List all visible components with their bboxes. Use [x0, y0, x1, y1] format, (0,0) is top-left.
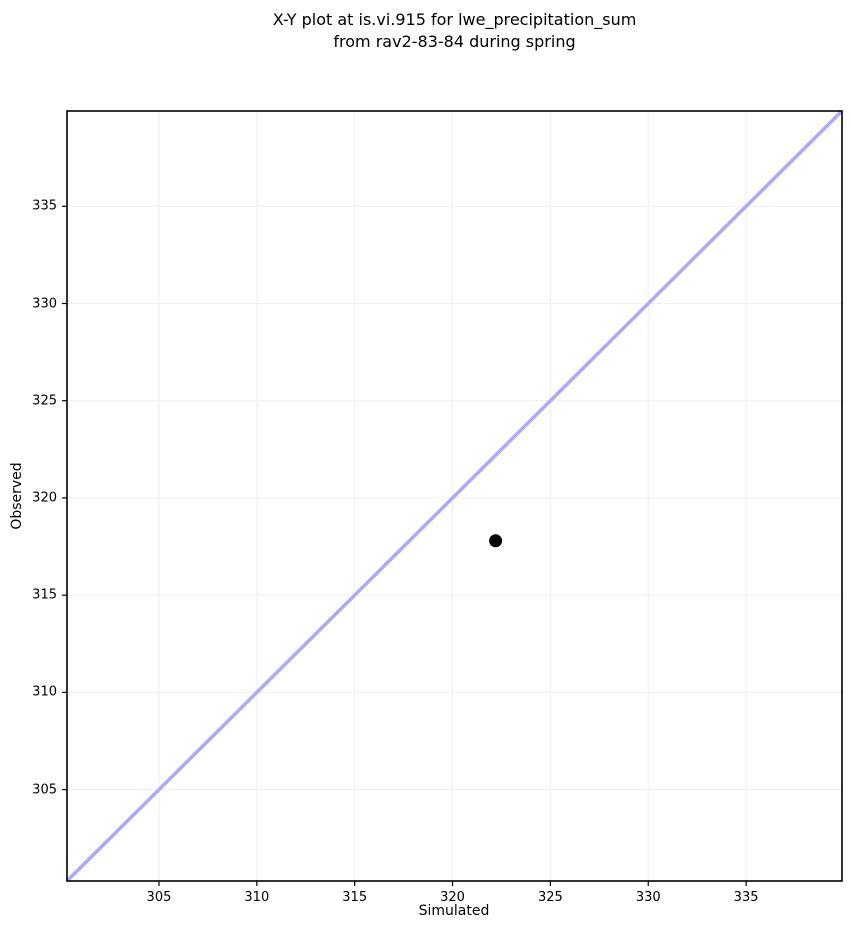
y-tick-label: 310 [32, 684, 57, 700]
x-tick-label: 325 [537, 890, 563, 905]
plot-border [66, 110, 843, 882]
x-tick-label: 315 [342, 890, 368, 905]
y-axis-label: Observed [9, 462, 25, 530]
x-tick-label: 305 [146, 890, 172, 905]
chart-title: X-Y plot at is.vi.915 for lwe_precipitat… [272, 10, 637, 51]
tick-marks [62, 205, 747, 886]
grid-lines [67, 111, 842, 881]
y-tick-label: 320 [32, 490, 57, 506]
x-tick-label: 310 [244, 890, 270, 905]
y-tick-label: 305 [32, 782, 57, 798]
y-tick-label: 330 [32, 296, 57, 311]
x-tick-label: 335 [733, 890, 759, 905]
y-tick-label: 315 [32, 587, 57, 603]
data-point [489, 534, 503, 548]
x-tick-label: 330 [635, 890, 661, 905]
x-axis-label: Simulated [418, 903, 490, 919]
plot-canvas [62, 109, 844, 886]
y-tick-label: 325 [32, 393, 57, 409]
identity-1to1-line [65, 109, 844, 883]
y-tick-label: 335 [32, 198, 57, 214]
x-tick-label: 320 [440, 890, 465, 905]
scatter-series [489, 534, 503, 548]
